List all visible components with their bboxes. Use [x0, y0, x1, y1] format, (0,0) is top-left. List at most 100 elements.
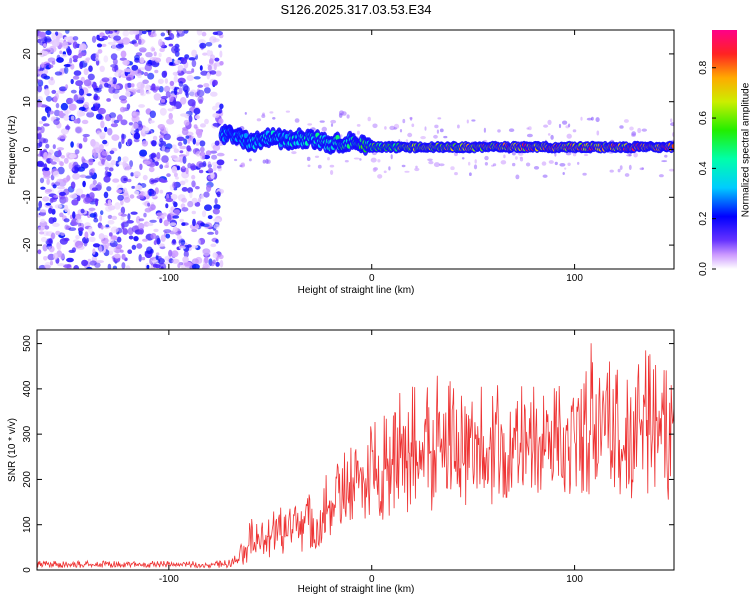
noise-blob: [77, 245, 85, 250]
noise-blob: [121, 262, 126, 269]
spectrogram-x-label: Height of straight line (km): [298, 285, 415, 296]
noise-blob: [131, 64, 139, 71]
noise-blob: [596, 130, 600, 136]
noise-blob: [52, 170, 60, 178]
noise-blob: [48, 45, 57, 53]
spectrogram-y-tick-label: 20: [22, 48, 33, 60]
noise-blob: [74, 149, 80, 155]
noise-blob: [73, 265, 80, 269]
noise-blob: [60, 155, 66, 159]
noise-blob: [515, 156, 518, 160]
noise-blob: [83, 59, 90, 64]
noise-blob: [110, 226, 119, 234]
noise-blob: [50, 232, 56, 240]
noise-blob: [219, 259, 224, 268]
noise-blob: [116, 189, 123, 194]
noise-blob: [173, 172, 178, 178]
noise-blob: [215, 30, 224, 36]
noise-blob: [92, 248, 96, 255]
noise-blob: [165, 91, 171, 98]
noise-blob: [158, 102, 167, 106]
noise-blob: [130, 172, 134, 177]
noise-blob: [148, 204, 157, 211]
noise-blob: [307, 164, 311, 168]
noise-blob: [155, 85, 160, 91]
noise-blob: [210, 172, 215, 179]
noise-blob: [189, 245, 199, 249]
colorbar-tick-label: 0.0: [698, 262, 709, 276]
noise-blob: [78, 227, 84, 232]
colorbar-tick-label: 0.4: [698, 161, 709, 175]
noise-blob: [97, 182, 102, 190]
noise-blob: [60, 128, 69, 135]
noise-blob: [59, 253, 65, 260]
noise-blob: [93, 93, 99, 101]
noise-blob: [60, 232, 65, 236]
snr-x-tick-label: -100: [159, 574, 179, 585]
noise-blob: [129, 41, 137, 44]
noise-blob: [193, 124, 198, 129]
noise-blob: [160, 32, 166, 37]
noise-blob: [213, 204, 221, 210]
noise-blob: [183, 119, 190, 126]
noise-blob: [214, 57, 220, 62]
noise-blob: [56, 57, 64, 63]
noise-blob: [533, 166, 540, 170]
noise-blob: [152, 32, 157, 37]
noise-blob: [141, 39, 146, 44]
noise-blob: [169, 62, 174, 66]
spectrogram-y-tick-label: -20: [22, 237, 33, 252]
noise-blob: [63, 157, 69, 164]
noise-blob: [170, 155, 178, 159]
noise-blob: [72, 36, 79, 41]
noise-blob: [122, 30, 130, 37]
noise-blob: [159, 47, 165, 53]
noise-blob: [58, 204, 62, 208]
noise-blob: [107, 199, 112, 206]
noise-blob: [216, 152, 225, 157]
noise-blob: [42, 196, 50, 202]
noise-blob: [49, 260, 54, 266]
noise-blob: [199, 42, 207, 49]
noise-blob: [212, 252, 218, 259]
noise-blob: [80, 208, 85, 214]
noise-blob: [199, 146, 205, 153]
noise-blob: [206, 184, 212, 192]
noise-blob: [163, 261, 171, 265]
snr-y-ticks: 0 100 200 300 400 500: [22, 335, 674, 573]
noise-blob: [209, 70, 217, 75]
noise-blob: [125, 91, 131, 97]
noise-blob: [50, 197, 57, 203]
noise-blob: [89, 213, 97, 218]
noise-blob: [113, 119, 120, 124]
noise-blob: [70, 89, 77, 94]
noise-blob: [103, 191, 109, 199]
noise-blob: [153, 51, 157, 57]
noise-blob: [466, 119, 469, 124]
noise-blob: [454, 172, 458, 176]
noise-blob: [93, 87, 102, 93]
noise-blob: [180, 240, 186, 246]
noise-blob: [117, 194, 124, 201]
noise-blob: [138, 218, 145, 222]
noise-blob: [359, 158, 362, 161]
noise-blob: [78, 88, 85, 96]
noise-blob: [178, 246, 186, 250]
noise-blob: [179, 145, 187, 150]
noise-blob: [62, 177, 69, 183]
noise-blob: [95, 260, 104, 264]
noise-blob: [111, 134, 120, 141]
noise-blob: [178, 81, 184, 87]
noise-blob: [37, 65, 41, 70]
noise-blob: [218, 254, 224, 260]
noise-blob: [148, 166, 155, 173]
spectrogram-y-ticks: -20 -10 0 10 20: [22, 48, 674, 252]
noise-blob: [372, 123, 378, 129]
noise-blob: [87, 73, 95, 81]
noise-blob: [97, 49, 103, 54]
noise-blob: [212, 144, 221, 152]
noise-blob: [474, 159, 477, 164]
noise-blob: [183, 138, 188, 145]
noise-blob: [183, 250, 189, 258]
noise-blob: [168, 43, 174, 47]
